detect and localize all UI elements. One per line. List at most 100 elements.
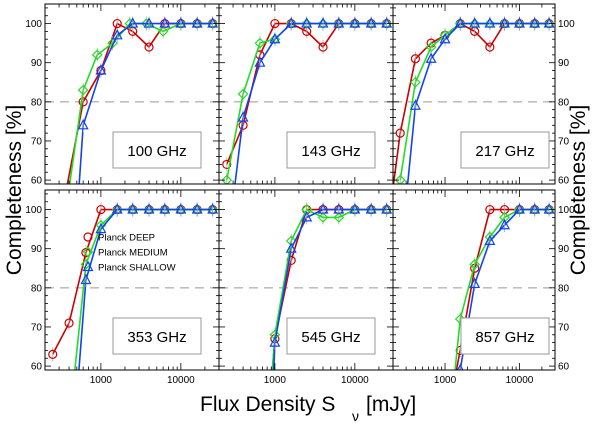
data-point-triangle [456, 363, 464, 370]
data-point-triangle [365, 17, 377, 28]
frequency-label: 857 GHz [475, 329, 534, 346]
panel-545-ghz: 1000 10000 545 GHz [218, 189, 394, 386]
data-point-triangle [381, 17, 393, 28]
data-point-triangle [191, 17, 203, 28]
data-point-triangle [513, 203, 525, 214]
data-point-triangle [333, 17, 345, 28]
y-tick-label: 100 [558, 205, 575, 216]
data-point-diamond [77, 84, 89, 96]
x-tick-label: 10000 [167, 375, 195, 386]
data-point-triangle [77, 119, 89, 130]
data-point-triangle [143, 203, 155, 214]
data-point-diamond [157, 26, 169, 37]
frequency-label-box [112, 317, 202, 355]
data-point-triangle [207, 203, 219, 214]
data-point-circle [64, 318, 74, 328]
data-point-triangle [191, 203, 203, 214]
data-point-triangle [381, 203, 393, 214]
data-point-circle [395, 128, 405, 138]
data-point-diamond [425, 41, 437, 53]
data-point-circle [270, 18, 280, 29]
series-line-deep [455, 208, 550, 370]
data-point-diamond [469, 258, 481, 270]
x-axis-label-unit: [mJy] [366, 393, 416, 416]
series-group [221, 16, 393, 184]
panel-143-ghz: 143 GHz [218, 3, 394, 185]
legend-label: Planck MEDIUM [98, 248, 168, 259]
frequency-label: 217 GHz [475, 143, 534, 160]
frequency-label-box [112, 131, 202, 169]
data-point-triangle [513, 17, 525, 28]
data-point-triangle [80, 273, 92, 285]
data-point-triangle [285, 242, 297, 253]
data-point-triangle [317, 17, 329, 28]
y-tick-label: 90 [558, 58, 570, 69]
data-point-triangle [143, 17, 155, 28]
data-point-triangle [529, 17, 541, 28]
data-point-diamond [107, 37, 118, 49]
y-tick-label: 70 [558, 322, 570, 333]
data-point-circle [485, 204, 495, 215]
x-tick-label: 1000 [264, 375, 287, 386]
series-line-deep [271, 208, 387, 370]
frequency-label: 100 GHz [127, 143, 186, 160]
data-point-triangle [159, 203, 171, 214]
y-tick-label: 90 [558, 244, 570, 255]
legend-marker-circle [83, 232, 93, 242]
series-line-deep [66, 22, 213, 184]
data-point-triangle [484, 234, 496, 245]
data-point-circle [485, 42, 495, 52]
y-tick-label: 60 [558, 176, 570, 187]
panel-217-ghz: 60 70 80 90 100 217 GHz [392, 3, 575, 187]
frequency-label-box [286, 131, 376, 169]
frequency-label-box [286, 317, 376, 355]
frequency-label: 143 GHz [301, 143, 360, 160]
data-point-diamond [254, 37, 266, 49]
y-axis-label-right: Completeness [%] [567, 105, 590, 275]
data-point-triangle [484, 17, 496, 28]
data-point-triangle [269, 32, 281, 44]
data-point-triangle [349, 17, 361, 28]
data-point-triangle [301, 17, 313, 28]
data-point-triangle [285, 17, 297, 28]
y-tick-label: 80 [558, 97, 570, 108]
data-point-triangle [333, 203, 345, 214]
data-point-triangle [317, 203, 329, 214]
frequency-label-box [460, 131, 550, 169]
data-point-triangle [301, 211, 313, 222]
x-tick-label: 1000 [434, 375, 457, 386]
legend-marker-triangle [82, 260, 94, 272]
data-point-triangle [439, 32, 451, 44]
y-tick-label: 80 [558, 283, 570, 294]
data-point-diamond [237, 88, 249, 100]
series-line-shallow [272, 208, 387, 370]
y-tick-label: 70 [31, 136, 43, 147]
series-line-shallow [78, 208, 213, 370]
y-tick-label: 80 [31, 97, 43, 108]
y-tick-label: 60 [558, 362, 570, 373]
data-point-triangle [499, 17, 511, 28]
y-tick-label: 70 [558, 136, 570, 147]
panels-layer: 60 70 80 90 100 100 GHz 143 GHz 60 70 80 90 100 217 … [25, 3, 575, 386]
series-line-shallow [78, 22, 213, 184]
legend-label: Planck SHALLOW [98, 263, 176, 274]
data-point-circle [78, 97, 88, 107]
x-axis-label: Flux Density S [200, 393, 335, 416]
data-point-circle [222, 159, 232, 170]
data-point-triangle [365, 203, 377, 214]
data-point-triangle [349, 203, 361, 214]
legend-marker-diamond [82, 246, 94, 258]
data-point-diamond [394, 174, 406, 184]
panel-100-ghz: 60 70 80 90 100 100 GHz [25, 3, 220, 187]
series-group [393, 16, 555, 184]
legend: Planck DEEP Planck MEDIUM Planck SHALLOW [82, 232, 176, 274]
data-point-triangle [111, 203, 123, 214]
frequency-label-box [460, 317, 550, 355]
y-tick-label: 70 [31, 322, 43, 333]
data-point-triangle [127, 203, 139, 214]
data-point-triangle [127, 17, 139, 28]
data-point-triangle [409, 99, 421, 110]
data-point-triangle [543, 203, 555, 214]
series-group [66, 16, 219, 184]
data-point-diamond [317, 212, 329, 223]
